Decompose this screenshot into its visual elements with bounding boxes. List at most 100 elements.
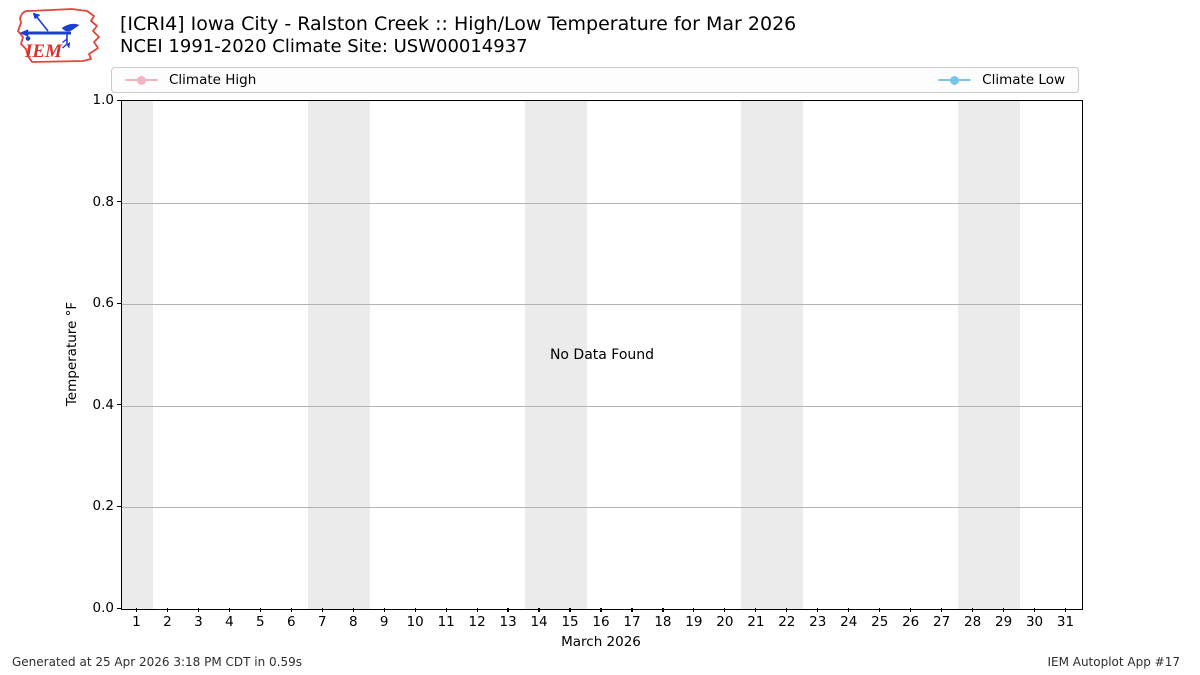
weekend-band	[122, 101, 153, 609]
y-tick-label: 0.0	[92, 600, 114, 616]
x-tick-mark	[693, 608, 695, 612]
x-tick-label: 16	[592, 614, 610, 630]
gridline	[122, 202, 1082, 204]
page-subtitle: NCEI 1991-2020 Climate Site: USW00014937	[120, 36, 528, 57]
x-tick-mark	[755, 608, 757, 612]
x-tick-mark	[569, 608, 571, 612]
footer-app-credit: IEM Autoplot App #17	[1047, 655, 1180, 669]
x-tick-mark	[476, 608, 478, 612]
y-axis-label: Temperature °F	[64, 301, 80, 407]
y-tick-mark	[117, 201, 121, 203]
weekend-band	[524, 101, 587, 609]
x-tick-mark	[724, 608, 726, 612]
x-tick-mark	[445, 608, 447, 612]
x-tick-label: 25	[871, 614, 889, 630]
y-tick-mark	[117, 302, 121, 304]
no-data-message: No Data Found	[549, 347, 655, 363]
y-tick-label: 0.2	[92, 498, 114, 515]
gridline	[122, 304, 1082, 306]
x-tick-mark	[1002, 608, 1005, 612]
weekend-band	[741, 101, 804, 609]
x-tick-label: 8	[348, 614, 358, 630]
x-tick-mark	[383, 608, 385, 612]
x-tick-label: 3	[194, 614, 203, 630]
x-tick-mark	[290, 608, 292, 612]
x-tick-mark	[352, 608, 354, 612]
x-tick-label: 17	[623, 614, 641, 630]
iowa-outline-icon	[17, 8, 100, 63]
x-tick-mark	[321, 608, 323, 612]
x-tick-label: 5	[256, 614, 265, 630]
x-tick-label: 13	[499, 614, 517, 630]
x-tick-label: 2	[163, 614, 172, 630]
iem-logo-text: IEM	[24, 41, 63, 62]
x-tick-mark	[135, 608, 138, 612]
x-tick-mark	[600, 608, 602, 612]
x-tick-label: 14	[530, 614, 548, 630]
x-tick-mark	[538, 608, 540, 612]
x-tick-label: 22	[778, 614, 796, 630]
wind-vane-icon	[19, 12, 80, 49]
title-block: [ICRI4] Iowa City - Ralston Creek :: Hig…	[120, 13, 796, 58]
climate-high-line-marker-icon	[125, 75, 158, 85]
x-tick-mark	[910, 608, 912, 612]
x-tick-mark	[848, 608, 850, 612]
x-tick-mark	[631, 608, 633, 612]
y-tick-label: 0.8	[92, 193, 114, 210]
x-tick-mark	[507, 608, 509, 612]
x-axis-label: March 2026	[561, 634, 641, 650]
x-tick-mark	[786, 608, 788, 612]
x-tick-label: 28	[964, 614, 982, 630]
x-tick-label: 21	[747, 614, 765, 630]
x-tick-label: 30	[1025, 614, 1044, 630]
x-tick-mark	[259, 608, 261, 612]
y-tick-mark	[117, 404, 121, 406]
y-tick-mark	[117, 607, 121, 609]
x-tick-label: 6	[287, 614, 296, 630]
x-tick-mark	[972, 608, 974, 612]
x-tick-mark	[879, 608, 881, 612]
x-tick-label: 9	[379, 614, 389, 630]
legend-label-climate-low: Climate Low	[982, 72, 1065, 88]
x-tick-mark	[817, 608, 819, 612]
x-tick-label: 27	[933, 614, 951, 630]
legend-item-climate-high: Climate High	[125, 72, 256, 88]
legend: Climate High Climate Low	[111, 67, 1079, 93]
x-tick-label: 18	[654, 614, 672, 630]
x-tick-mark	[414, 608, 416, 612]
x-tick-mark	[197, 608, 199, 612]
x-tick-label: 11	[437, 614, 455, 630]
x-tick-label: 10	[406, 614, 424, 630]
x-tick-label: 15	[561, 614, 579, 630]
gridline	[122, 507, 1082, 509]
y-tick-mark	[117, 505, 121, 508]
x-tick-mark	[662, 608, 664, 612]
plot-area: No Data Found	[121, 100, 1083, 610]
x-tick-label: 26	[902, 614, 920, 630]
x-tick-label: 7	[317, 614, 327, 630]
legend-label-climate-high: Climate High	[169, 72, 257, 88]
iem-logo: IEM	[17, 8, 100, 63]
x-tick-mark	[166, 608, 169, 612]
x-tick-label: 23	[809, 614, 827, 630]
x-tick-mark	[1064, 608, 1067, 612]
x-tick-label: 29	[994, 614, 1013, 630]
x-tick-label: 1	[132, 614, 141, 630]
x-tick-label: 31	[1056, 614, 1075, 630]
x-tick-mark	[941, 608, 943, 612]
footer-generated: Generated at 25 Apr 2026 3:18 PM CDT in …	[12, 655, 303, 669]
weekend-band	[307, 101, 370, 609]
x-tick-mark	[1033, 608, 1036, 612]
x-tick-label: 4	[225, 614, 234, 630]
y-tick-label: 0.4	[92, 396, 114, 413]
x-tick-label: 12	[468, 614, 486, 630]
gridline	[122, 405, 1082, 407]
page-title: [ICRI4] Iowa City - Ralston Creek :: Hig…	[120, 13, 797, 35]
y-tick-label: 0.6	[92, 295, 114, 312]
y-tick-label: 1.0	[92, 92, 114, 108]
y-tick-mark	[117, 99, 121, 101]
legend-item-climate-low: Climate Low	[938, 72, 1065, 88]
x-tick-label: 20	[716, 614, 734, 630]
climate-low-line-marker-icon	[938, 75, 972, 85]
